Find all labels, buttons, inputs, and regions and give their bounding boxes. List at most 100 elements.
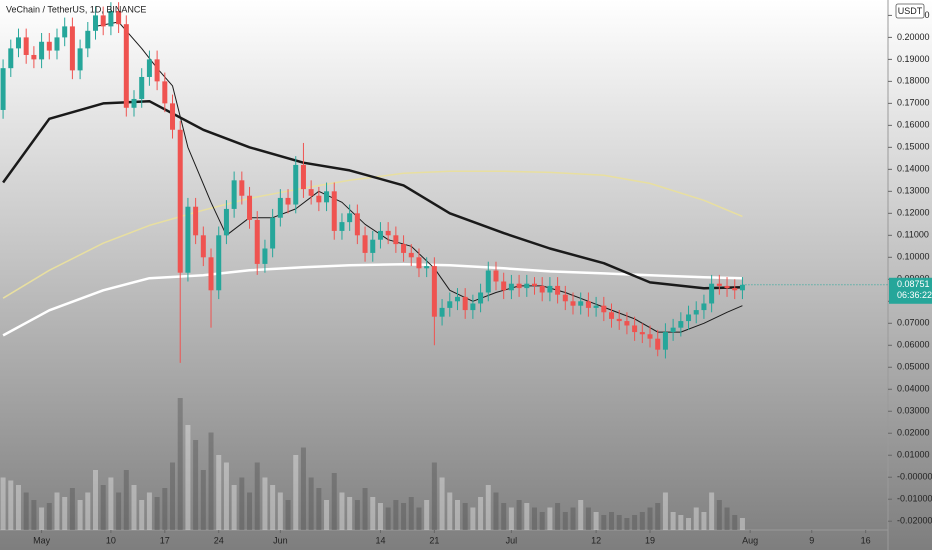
candle-body xyxy=(208,257,214,291)
candle-body xyxy=(424,266,430,269)
currency-box[interactable] xyxy=(895,3,925,19)
candle-body xyxy=(154,59,160,82)
volume-bar xyxy=(370,497,376,530)
candle-body xyxy=(693,310,699,315)
candle-body xyxy=(69,26,75,71)
volume-bar xyxy=(609,512,615,530)
moving-average xyxy=(2,263,743,337)
candle-body xyxy=(570,301,576,306)
candle-body xyxy=(539,285,545,293)
candle-body xyxy=(616,318,622,322)
candle-body xyxy=(670,327,676,333)
candle-layer xyxy=(0,2,745,363)
volume-bar xyxy=(270,485,276,530)
volume-bar xyxy=(493,492,499,530)
volume-bar xyxy=(416,507,422,530)
last-price: 0.08751 xyxy=(897,279,930,289)
last-price-box xyxy=(889,277,932,304)
volume-bar xyxy=(177,398,183,530)
candle-body xyxy=(0,68,6,110)
candle-body xyxy=(609,312,615,319)
candle-body xyxy=(462,296,468,311)
y-tick-label: 0.16000 xyxy=(897,120,930,130)
candle-body xyxy=(300,164,306,190)
candle-body xyxy=(15,37,21,49)
candle-body xyxy=(46,41,52,51)
volume-bar xyxy=(31,500,37,530)
volume-bar xyxy=(701,512,707,530)
candle-body xyxy=(639,332,645,335)
candle-body xyxy=(478,292,484,304)
volume-bar xyxy=(401,503,407,530)
volume-bar xyxy=(185,425,191,530)
volume-bar xyxy=(539,512,545,530)
candle-body xyxy=(316,195,322,203)
volume-bar xyxy=(162,488,168,530)
candle-body xyxy=(100,15,106,27)
y-tick-label: 0.13000 xyxy=(897,186,930,196)
volume-bar xyxy=(377,503,383,530)
candle-body xyxy=(362,235,368,253)
candle-body xyxy=(223,208,229,236)
candle-body xyxy=(716,283,722,286)
volume-bar xyxy=(616,515,622,530)
volume-bar xyxy=(108,477,114,530)
volume-bar xyxy=(439,477,445,530)
volume-bar xyxy=(354,500,360,530)
currency[interactable]: USDT xyxy=(898,6,923,16)
candle-body xyxy=(185,206,191,273)
candle-body xyxy=(447,301,453,308)
volume-bar xyxy=(100,485,106,530)
volume-bar xyxy=(247,492,253,530)
candle-body xyxy=(516,283,522,289)
volume-bar xyxy=(123,470,129,530)
x-tick-label: 12 xyxy=(591,535,601,545)
candle-body xyxy=(701,303,707,311)
volume-bar xyxy=(324,500,330,530)
volume-bar xyxy=(85,492,91,530)
y-tick-label: -0.02000 xyxy=(897,516,932,526)
candle-body xyxy=(177,129,183,273)
candle-body xyxy=(200,235,206,258)
volume-bar xyxy=(216,455,222,530)
volume-bar xyxy=(193,440,199,530)
volume-bar xyxy=(231,485,237,530)
candle-body xyxy=(385,230,391,236)
volume-bar xyxy=(593,512,599,530)
y-tick-label: 0.12000 xyxy=(897,208,930,218)
candle-body xyxy=(524,283,530,289)
volume-bar xyxy=(639,512,645,530)
y-tick-label: 0.17000 xyxy=(897,98,930,108)
volume-bar xyxy=(408,497,414,530)
candle-body xyxy=(170,103,176,130)
candle-body xyxy=(331,191,337,231)
candle-body xyxy=(108,10,114,27)
candle-body xyxy=(377,230,383,240)
volume-bar xyxy=(116,492,122,530)
candle-body xyxy=(8,48,14,69)
candle-body xyxy=(416,257,422,269)
volume-bar xyxy=(8,480,14,530)
candle-body xyxy=(493,270,499,282)
x-tick-label: 19 xyxy=(645,535,655,545)
x-tick-label: 9 xyxy=(809,535,814,545)
volume-bar xyxy=(524,503,530,530)
candle-body xyxy=(23,37,29,55)
candle-body xyxy=(401,244,407,253)
volume-bar xyxy=(208,432,214,530)
candle-body xyxy=(77,48,83,71)
candle-body xyxy=(162,81,168,104)
volume-bar xyxy=(501,503,507,530)
volume-bar xyxy=(585,507,591,530)
y-tick-label: -0.00000 xyxy=(897,472,932,482)
volume-bar xyxy=(362,488,368,530)
volume-bar xyxy=(485,485,491,530)
volume-bar xyxy=(686,518,692,530)
x-tick-label: 24 xyxy=(214,535,224,545)
volume-bar xyxy=(339,492,345,530)
volume-bar xyxy=(139,500,145,530)
y-tick-label: 0.19000 xyxy=(897,54,930,64)
candle-body xyxy=(308,189,314,196)
volume-bar xyxy=(131,485,137,530)
